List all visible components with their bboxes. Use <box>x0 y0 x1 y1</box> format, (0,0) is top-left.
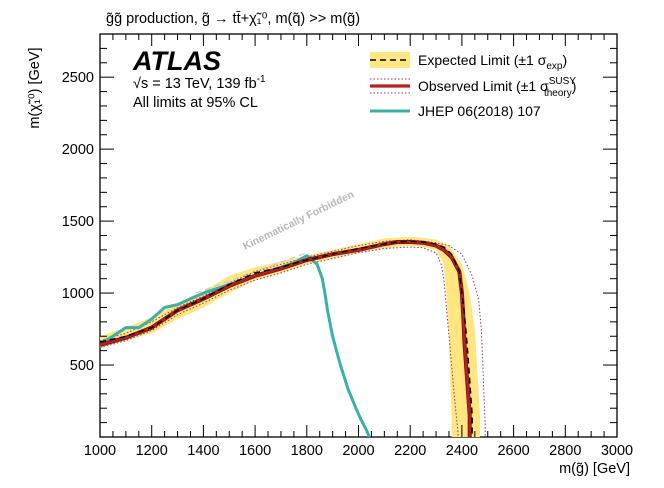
legend-expected-label: Expected Limit (±1 σexp) <box>418 52 567 72</box>
x-tick-label: 2000 <box>342 443 374 459</box>
observed-theory-up-line <box>100 239 486 437</box>
expected-line <box>100 240 473 437</box>
x-tick-label: 1000 <box>84 443 116 459</box>
atlas-label: ATLAS <box>132 46 221 76</box>
y-axis-label: m(χ̃₁⁰) [GeV] <box>27 47 43 128</box>
legend-observed-label: Observed Limit (±1 σSUSY theory) <box>418 76 576 99</box>
x-tick-label: 2600 <box>497 443 529 459</box>
x-axis-label: m(g̃) [GeV] <box>559 461 630 477</box>
x-tick-label: 1200 <box>136 443 168 459</box>
energy-lumi-text: √s = 13 TeV, 139 fb-1 <box>133 74 266 92</box>
cl-text: All limits at 95% CL <box>133 95 258 111</box>
expected-band <box>100 236 480 437</box>
energy-text: √s = 13 TeV, 139 fb <box>133 76 257 92</box>
chart-title: g̃g̃ production, g̃ → tt̄+χ̃₁⁰, m(q̃) >>… <box>106 11 360 27</box>
x-tick-label: 1400 <box>187 443 219 459</box>
legend: Expected Limit (±1 σexp) Observed Limit … <box>370 52 576 119</box>
y-tick-label: 1000 <box>62 286 94 302</box>
legend-jhep-label: JHEP 06(2018) 107 <box>418 103 541 119</box>
y-tick-label: 500 <box>70 358 94 374</box>
y-tick-label: 2000 <box>62 142 94 158</box>
x-tick-label: 1800 <box>291 443 323 459</box>
lumi-superscript: -1 <box>257 74 266 85</box>
x-tick-label: 3000 <box>601 443 633 459</box>
x-tick-label: 1600 <box>239 443 271 459</box>
observed-theory-down-line <box>100 246 459 437</box>
y-tick-label: 2500 <box>62 70 94 86</box>
x-tick-label: 2800 <box>549 443 581 459</box>
y-tick-label: 1500 <box>62 214 94 230</box>
x-tick-label: 2200 <box>394 443 426 459</box>
forbidden-label: Kinematically Forbidden <box>241 188 356 252</box>
jhep-line <box>100 254 371 437</box>
x-tick-label: 2400 <box>446 443 478 459</box>
